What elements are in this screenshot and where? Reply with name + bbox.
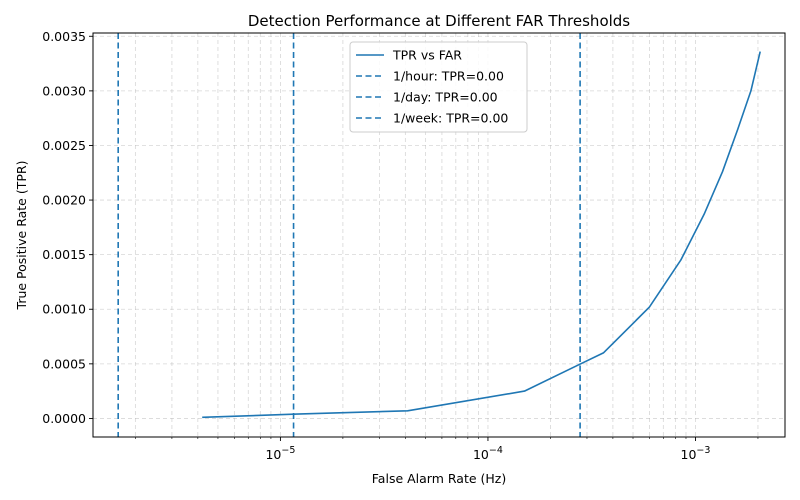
legend-label: 1/week: TPR=0.00	[393, 111, 508, 126]
y-tick-label: 0.0010	[42, 302, 86, 317]
y-tick-label: 0.0035	[42, 29, 86, 44]
threshold-lines	[117, 33, 581, 437]
y-tick-label: 0.0005	[42, 356, 86, 371]
x-tick-label-exponent: −5	[281, 445, 295, 456]
x-tick-label-base: 10	[681, 447, 697, 462]
series-lines	[202, 51, 761, 419]
legend-label: 1/day: TPR=0.00	[393, 90, 498, 105]
plot-frame	[92, 32, 786, 438]
chart-title: Detection Performance at Different FAR T…	[248, 12, 630, 30]
y-tick-label: 0.0015	[42, 247, 86, 262]
x-tick-label-exponent: −3	[696, 445, 710, 456]
x-axis-label: False Alarm Rate (Hz)	[372, 471, 506, 486]
legend-label: 1/hour: TPR=0.00	[393, 69, 504, 84]
x-tick-label-exponent: −4	[489, 445, 503, 456]
x-tick-label: 10−5	[265, 445, 295, 462]
legend-box	[349, 41, 528, 133]
legend: TPR vs FAR 1/hour: TPR=0.00 1/day: TPR=0.0…	[349, 41, 528, 133]
x-tick-label: 10−4	[473, 445, 503, 462]
legend-label: TPR vs FAR	[392, 48, 462, 63]
series-line	[202, 51, 761, 419]
x-tick-label: 10−3	[681, 445, 711, 462]
y-tick-label: 0.0020	[42, 193, 86, 208]
grid	[93, 33, 785, 437]
y-tick-label: 0.0000	[42, 411, 86, 426]
y-tick-label: 0.0025	[42, 138, 86, 153]
x-tick-label-base: 10	[473, 447, 489, 462]
y-axis-label: True Positive Rate (TPR)	[14, 161, 29, 311]
x-tick-label-base: 10	[265, 447, 281, 462]
y-tick-label: 0.0030	[42, 83, 86, 98]
axis-ticks: 0.0000 0.0005 0.0010 0.0015 0.0020 0.0025 0.00…	[42, 29, 759, 462]
